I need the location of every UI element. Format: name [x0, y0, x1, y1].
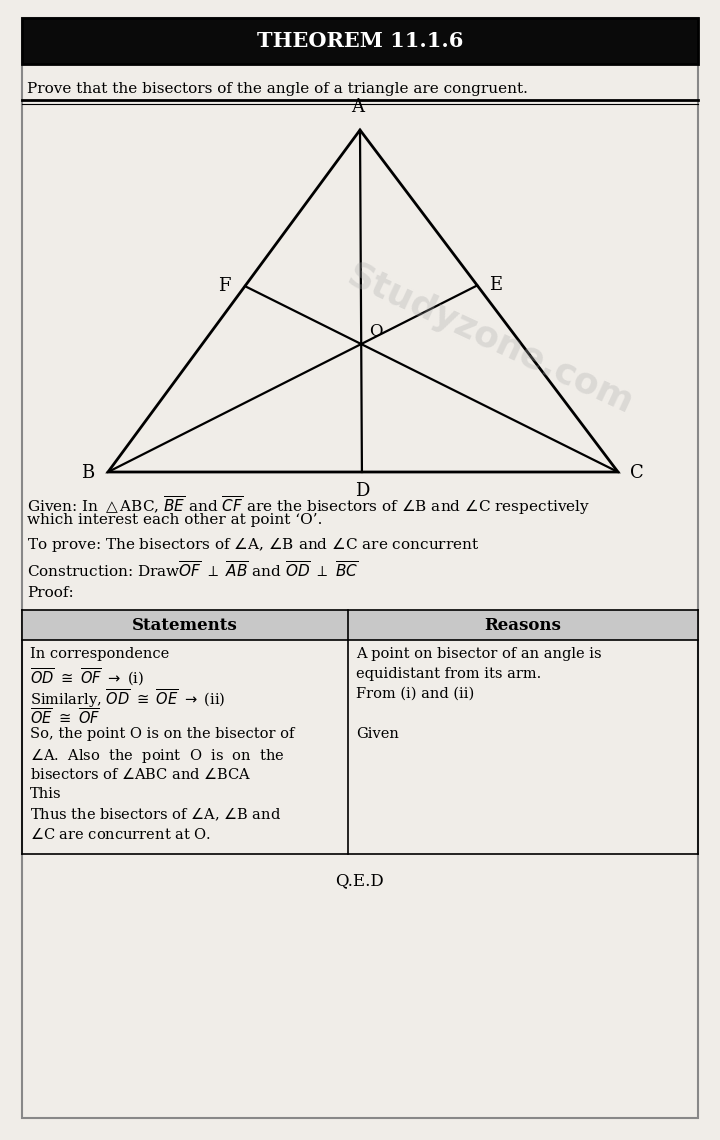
Text: Studyzone.com: Studyzone.com — [341, 259, 639, 422]
Text: This: This — [30, 787, 62, 801]
Text: F: F — [218, 277, 231, 295]
Text: which interest each other at point ‘O’.: which interest each other at point ‘O’. — [27, 513, 323, 527]
FancyBboxPatch shape — [22, 18, 698, 1118]
Text: B: B — [81, 464, 94, 482]
Text: bisectors of $\angle$ABC and $\angle$BCA: bisectors of $\angle$ABC and $\angle$BCA — [30, 767, 251, 782]
Text: Q.E.D: Q.E.D — [336, 872, 384, 889]
Text: equidistant from its arm.: equidistant from its arm. — [356, 667, 541, 681]
Text: From (i) and (ii): From (i) and (ii) — [356, 687, 474, 701]
Text: C: C — [630, 464, 644, 482]
Text: Statements: Statements — [132, 617, 238, 634]
Text: $\angle$A.  Also  the  point  O  is  on  the: $\angle$A. Also the point O is on the — [30, 747, 284, 765]
FancyBboxPatch shape — [22, 18, 698, 64]
Text: $\overline{OE}$ $\cong$ $\overline{OF}$: $\overline{OE}$ $\cong$ $\overline{OF}$ — [30, 707, 100, 727]
Text: To prove: The bisectors of $\angle$A, $\angle$B and $\angle$C are concurrent: To prove: The bisectors of $\angle$A, $\… — [27, 536, 480, 554]
Text: So, the point O is on the bisector of: So, the point O is on the bisector of — [30, 727, 294, 741]
Text: Thus the bisectors of $\angle$A, $\angle$B and: Thus the bisectors of $\angle$A, $\angle… — [30, 807, 281, 823]
Text: Construction: Draw$\overline{OF}$ $\perp$ $\overline{AB}$ and $\overline{OD}$ $\: Construction: Draw$\overline{OF}$ $\perp… — [27, 561, 359, 581]
Text: Prove that the bisectors of the angle of a triangle are congruent.: Prove that the bisectors of the angle of… — [27, 82, 528, 96]
Text: Given: In $\triangle$ABC, $\overline{BE}$ and $\overline{CF}$ are the bisectors : Given: In $\triangle$ABC, $\overline{BE}… — [27, 494, 590, 516]
Bar — [22, 610, 698, 640]
Text: Given: Given — [356, 727, 399, 741]
Text: Similarly, $\overline{OD}$ $\cong$ $\overline{OE}$ $\rightarrow$ (ii): Similarly, $\overline{OD}$ $\cong$ $\ove… — [30, 687, 225, 709]
Text: E: E — [490, 276, 503, 294]
Text: Reasons: Reasons — [485, 617, 562, 634]
Text: $\angle$C are concurrent at O.: $\angle$C are concurrent at O. — [30, 826, 211, 842]
Text: Proof:: Proof: — [27, 586, 73, 600]
Text: O: O — [369, 323, 383, 340]
Text: In correspondence: In correspondence — [30, 648, 169, 661]
Text: A: A — [351, 98, 364, 116]
Text: A point on bisector of an angle is: A point on bisector of an angle is — [356, 648, 602, 661]
Text: $\overline{OD}$ $\cong$ $\overline{OF}$ $\rightarrow$ (i): $\overline{OD}$ $\cong$ $\overline{OF}$ … — [30, 667, 144, 689]
Text: D: D — [355, 482, 369, 500]
Text: THEOREM 11.1.6: THEOREM 11.1.6 — [257, 31, 463, 51]
